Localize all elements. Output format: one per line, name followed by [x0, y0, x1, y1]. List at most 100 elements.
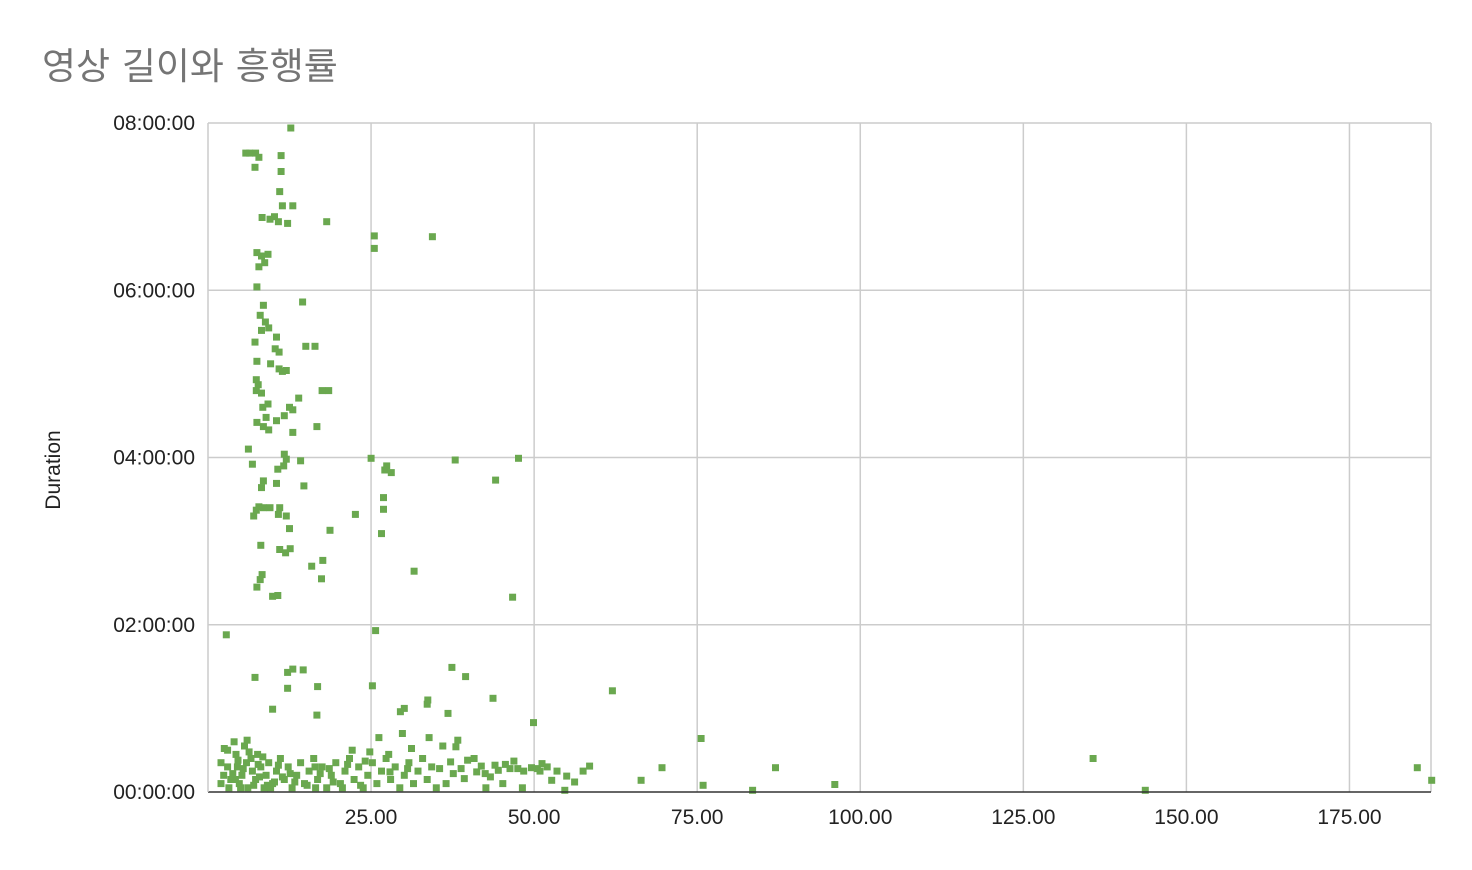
data-point: [375, 734, 383, 742]
data-point: [444, 709, 452, 717]
data-point: [313, 711, 321, 719]
data-point: [295, 394, 303, 402]
data-point: [251, 163, 259, 171]
axes: [207, 123, 1431, 793]
data-point: [261, 318, 269, 326]
data-point: [280, 462, 288, 470]
data-point: [448, 663, 456, 671]
data-point: [477, 762, 485, 770]
data-point: [258, 484, 265, 492]
data-point: [449, 770, 457, 778]
data-point: [230, 738, 238, 746]
data-point: [561, 786, 569, 794]
data-point: [319, 556, 327, 564]
data-point: [423, 776, 431, 783]
data-point: [225, 784, 233, 792]
data-point: [332, 759, 340, 767]
data-point: [831, 781, 839, 788]
data-point: [246, 149, 254, 157]
data-point: [364, 771, 372, 779]
data-point: [398, 730, 406, 737]
data-point: [259, 301, 267, 309]
x-tick-label: 175.00: [1317, 806, 1381, 829]
y-tick-label: 08:00:00: [113, 112, 195, 135]
data-point: [327, 771, 335, 779]
data-point: [253, 249, 261, 257]
data-point: [242, 149, 250, 157]
data-point: [348, 746, 356, 754]
data-point: [520, 767, 528, 775]
data-point: [489, 694, 497, 702]
data-point: [256, 311, 264, 319]
data-point: [271, 213, 278, 221]
data-point: [396, 784, 404, 792]
data-point: [528, 764, 535, 772]
data-point: [326, 526, 334, 534]
data-point: [273, 767, 280, 775]
data-point: [380, 494, 387, 502]
data-point: [293, 771, 301, 779]
data-point: [248, 460, 256, 468]
data-point: [400, 704, 408, 712]
data-point: [637, 776, 645, 784]
data-point: [282, 549, 290, 557]
data-point: [318, 575, 325, 583]
data-point: [278, 202, 286, 210]
data-point: [312, 784, 320, 792]
data-point: [259, 477, 267, 485]
data-point: [428, 233, 436, 241]
data-point: [370, 232, 378, 240]
data-point: [316, 770, 324, 778]
data-point: [432, 784, 440, 792]
data-point: [428, 763, 436, 771]
data-point: [255, 263, 263, 271]
data-points: [217, 124, 1436, 794]
data-point: [274, 465, 282, 473]
data-point: [253, 583, 261, 591]
data-point: [451, 456, 459, 464]
data-point: [491, 761, 499, 769]
data-point: [509, 593, 517, 601]
data-point: [579, 767, 587, 775]
data-point: [351, 510, 359, 518]
data-point: [253, 418, 261, 426]
y-tick-label: 04:00:00: [113, 447, 195, 470]
data-point: [286, 770, 294, 778]
data-point: [252, 387, 260, 395]
data-point: [254, 381, 262, 389]
data-point: [251, 338, 259, 346]
data-point: [382, 755, 390, 762]
data-point: [222, 631, 230, 639]
data-point: [258, 571, 266, 579]
data-point: [386, 768, 394, 776]
data-point: [436, 765, 444, 773]
data-point: [276, 755, 284, 762]
data-point: [424, 696, 432, 704]
data-point: [267, 360, 275, 368]
x-tick-label: 100.00: [828, 806, 892, 829]
data-point: [247, 755, 255, 762]
data-point: [323, 218, 331, 226]
data-point: [284, 219, 292, 227]
data-point: [266, 215, 274, 223]
data-point: [313, 423, 321, 431]
data-point: [252, 376, 260, 384]
data-point: [282, 367, 290, 374]
data-point: [423, 700, 431, 708]
data-point: [273, 417, 280, 425]
data-point: [253, 357, 261, 365]
data-point: [284, 763, 292, 771]
data-point: [233, 763, 241, 771]
data-point: [254, 750, 262, 758]
data-point: [251, 673, 259, 681]
data-point: [658, 764, 666, 772]
data-point: [366, 748, 374, 756]
data-point: [265, 426, 273, 434]
x-tick-label: 75.00: [671, 806, 724, 829]
data-point: [291, 778, 299, 786]
data-point: [299, 298, 307, 306]
data-point: [278, 367, 286, 375]
data-point: [274, 761, 282, 769]
x-axis-ticks: 25.00 50.00 75.00 100.00 125.00 150.00 175.00: [345, 806, 1382, 829]
